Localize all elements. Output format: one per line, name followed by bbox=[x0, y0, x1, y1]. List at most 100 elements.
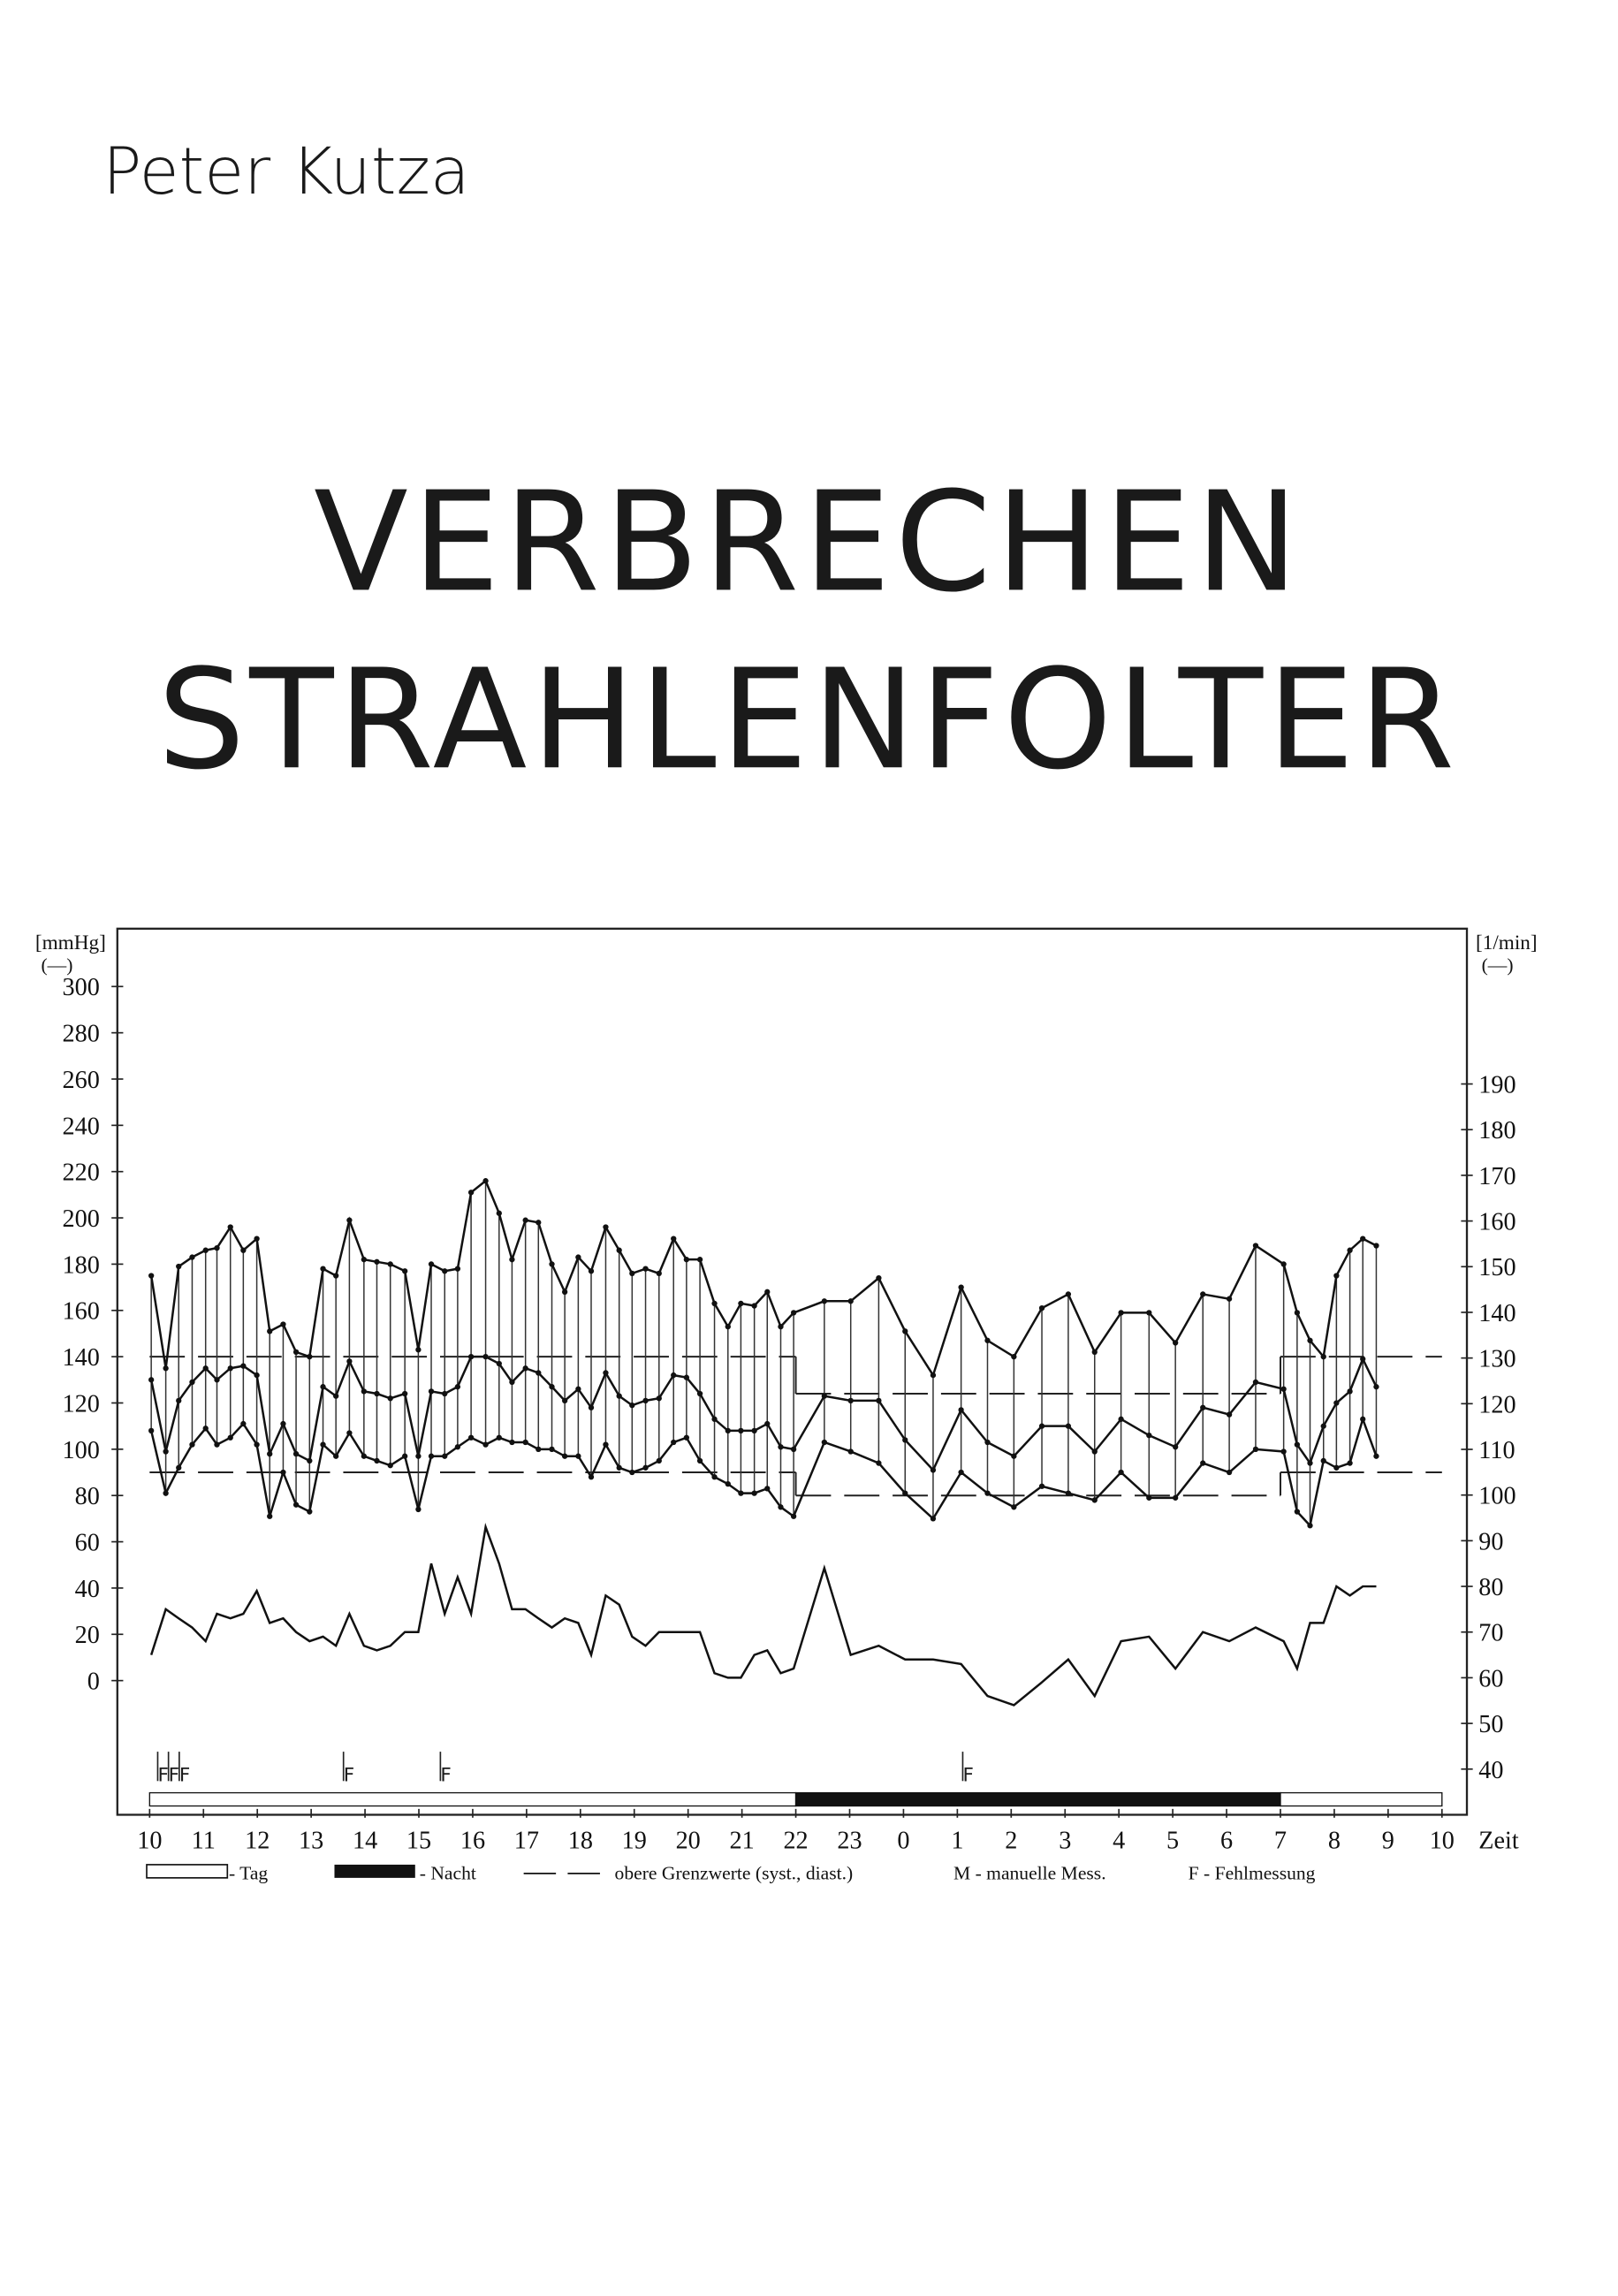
series-point bbox=[240, 1420, 247, 1427]
y2-tick-label: 150 bbox=[1478, 1254, 1515, 1281]
series-point bbox=[958, 1469, 964, 1476]
series-point bbox=[1173, 1340, 1179, 1346]
series-point bbox=[148, 1273, 155, 1279]
series-point bbox=[227, 1365, 233, 1372]
series-point bbox=[671, 1439, 677, 1446]
series-point bbox=[227, 1434, 233, 1441]
series-point bbox=[790, 1310, 797, 1316]
x-tick-label: 9 bbox=[1382, 1828, 1394, 1855]
series-point bbox=[984, 1439, 991, 1446]
series-point bbox=[696, 1390, 703, 1397]
series-point bbox=[1373, 1384, 1379, 1390]
series-point bbox=[1065, 1291, 1072, 1297]
series-point bbox=[764, 1289, 771, 1295]
y-unit-symbol: (—) bbox=[41, 954, 72, 976]
series-point bbox=[561, 1289, 568, 1295]
series-point bbox=[496, 1360, 502, 1367]
series-point bbox=[202, 1425, 209, 1432]
series-point bbox=[711, 1300, 718, 1307]
series-point bbox=[821, 1298, 828, 1304]
y-tick-label: 40 bbox=[75, 1576, 100, 1603]
y2-tick-label: 40 bbox=[1478, 1757, 1503, 1784]
error-mark-label: F bbox=[179, 1764, 190, 1786]
y-tick-label: 260 bbox=[63, 1067, 100, 1094]
series-point bbox=[1065, 1490, 1072, 1496]
series-point bbox=[1373, 1243, 1379, 1249]
y-tick-label: 80 bbox=[75, 1483, 100, 1510]
series-point bbox=[575, 1254, 581, 1260]
series-point bbox=[333, 1273, 339, 1279]
series-point bbox=[189, 1379, 195, 1386]
x-tick-label: 11 bbox=[192, 1828, 216, 1855]
series-point bbox=[1320, 1353, 1326, 1360]
series-point bbox=[751, 1303, 757, 1309]
chart-frame bbox=[116, 927, 1469, 1816]
y-tick-label: 280 bbox=[63, 1021, 100, 1048]
y-tick-label: 200 bbox=[63, 1205, 100, 1233]
series-point bbox=[1333, 1273, 1340, 1279]
series-point bbox=[307, 1353, 313, 1360]
series-point bbox=[509, 1439, 515, 1446]
series-point bbox=[482, 1178, 489, 1184]
series-point bbox=[240, 1247, 247, 1253]
series-point bbox=[428, 1261, 435, 1267]
x-tick-label: 13 bbox=[299, 1828, 323, 1855]
series-point bbox=[415, 1347, 422, 1353]
y2-tick-label: 160 bbox=[1478, 1209, 1515, 1236]
series-point bbox=[361, 1257, 368, 1263]
series-point bbox=[738, 1427, 744, 1434]
series-point bbox=[629, 1469, 635, 1476]
y2-unit: [1/min] bbox=[1476, 931, 1538, 954]
series-point bbox=[374, 1457, 380, 1464]
error-mark-label: F bbox=[440, 1764, 451, 1786]
y-tick-label: 100 bbox=[63, 1437, 100, 1464]
x-tick-label: 6 bbox=[1220, 1828, 1233, 1855]
series-point bbox=[1294, 1509, 1301, 1515]
series-point bbox=[467, 1190, 475, 1196]
x-tick-label: 20 bbox=[676, 1828, 701, 1855]
series-point bbox=[1118, 1310, 1124, 1316]
series-point bbox=[333, 1453, 339, 1459]
series-point bbox=[1280, 1261, 1287, 1267]
y2-tick-label: 130 bbox=[1478, 1346, 1515, 1373]
series-point bbox=[1280, 1448, 1287, 1455]
series-point bbox=[1294, 1441, 1301, 1448]
series-point bbox=[374, 1390, 380, 1397]
series-point bbox=[1200, 1460, 1206, 1466]
x-tick-label: 4 bbox=[1113, 1828, 1125, 1855]
x-tick-label: 23 bbox=[837, 1828, 862, 1855]
series-point bbox=[671, 1372, 677, 1379]
series-point bbox=[496, 1210, 502, 1216]
legend-label: obere Grenzwerte (syst., diast.) bbox=[615, 1863, 854, 1884]
series-point bbox=[958, 1407, 964, 1413]
series-point bbox=[522, 1217, 528, 1223]
series-point bbox=[240, 1363, 247, 1369]
series-point bbox=[725, 1480, 731, 1487]
series-point bbox=[1011, 1453, 1017, 1459]
series-point bbox=[876, 1274, 882, 1281]
series-point bbox=[280, 1420, 286, 1427]
series-point bbox=[642, 1464, 649, 1471]
series-point bbox=[1146, 1494, 1152, 1501]
series-point bbox=[1118, 1416, 1124, 1422]
series-point bbox=[561, 1397, 568, 1404]
y-tick-label: 140 bbox=[63, 1344, 100, 1372]
series-point bbox=[1252, 1379, 1259, 1386]
series-point bbox=[522, 1439, 528, 1446]
y2-tick-label: 60 bbox=[1478, 1665, 1503, 1692]
series-point bbox=[1091, 1497, 1098, 1503]
series-point bbox=[876, 1460, 882, 1466]
series-point bbox=[1038, 1305, 1045, 1311]
y2-unit-symbol: (—) bbox=[1482, 954, 1514, 976]
series-point bbox=[656, 1395, 662, 1402]
error-mark-label: F bbox=[962, 1764, 973, 1786]
series-point bbox=[902, 1328, 908, 1334]
series-point bbox=[642, 1397, 649, 1404]
legend-label: - Nacht bbox=[420, 1863, 476, 1884]
series-point bbox=[254, 1235, 260, 1242]
y-tick-label: 160 bbox=[63, 1298, 100, 1326]
y-tick-label: 240 bbox=[63, 1113, 100, 1140]
series-point bbox=[402, 1390, 408, 1397]
series-point bbox=[1011, 1504, 1017, 1510]
